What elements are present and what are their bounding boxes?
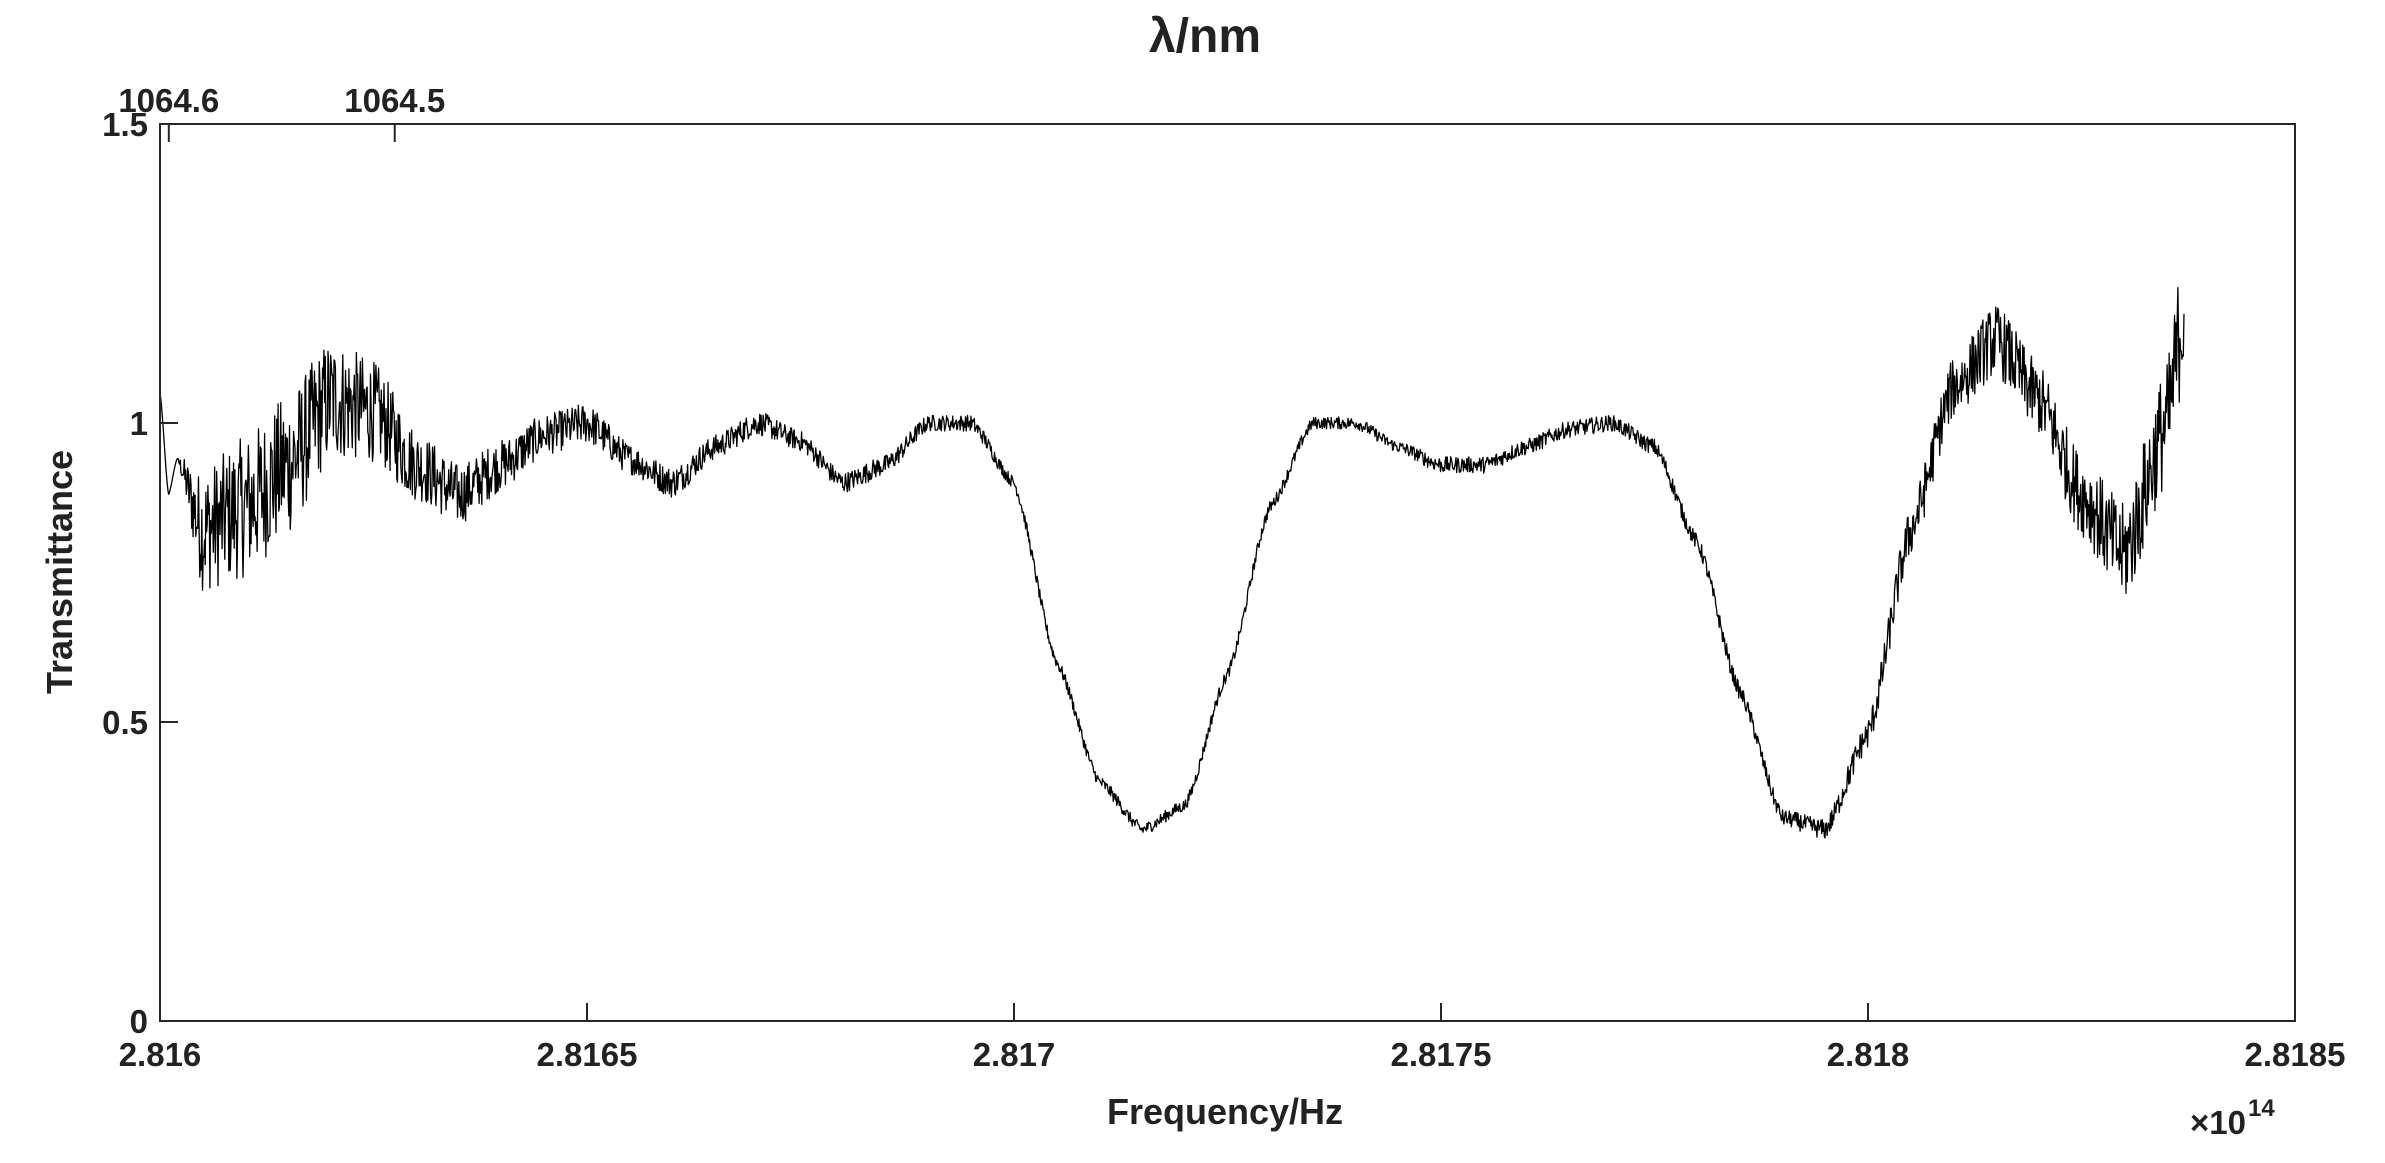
x-exponent-power: 14: [2248, 1095, 2275, 1122]
x-tick-label-0: 2.816: [119, 1036, 202, 1073]
top-axis-label: λ/nm: [1149, 10, 1261, 63]
y-tick-label-2: 1: [130, 405, 148, 442]
tick-labels: 2.816 2.8165 2.817 2.8175 2.818 2.8185 0 0.5 1 1.…: [102, 82, 2346, 1073]
x-exponent: ×10 14: [2190, 1095, 2275, 1141]
y-tick-label-3: 1.5: [102, 106, 148, 143]
y-tick-label-0: 0: [130, 1003, 148, 1040]
plot-frame: [159, 123, 2296, 1022]
x-tick-label-5: 2.8185: [2245, 1036, 2346, 1073]
x-exponent-base: ×10: [2190, 1104, 2246, 1141]
plot-background: [160, 124, 2295, 1021]
axes: [159, 123, 2296, 1022]
x-axis-label: Frequency/Hz: [1107, 1091, 1343, 1132]
top-tick-label-8: 1064.5: [344, 82, 445, 119]
y-axis-label: Transmittance: [39, 450, 80, 694]
top-tick-label-7: 1064.6: [118, 82, 219, 119]
y-tick-label-1: 0.5: [102, 704, 148, 741]
x-tick-label-3: 2.8175: [1391, 1036, 1492, 1073]
x-tick-label-2: 2.817: [973, 1036, 1056, 1073]
series-marks: [159, 286, 2185, 839]
x-tick-label-1: 2.8165: [537, 1036, 638, 1073]
x-tick-label-4: 2.818: [1827, 1036, 1910, 1073]
series-line-0: [159, 286, 2185, 839]
